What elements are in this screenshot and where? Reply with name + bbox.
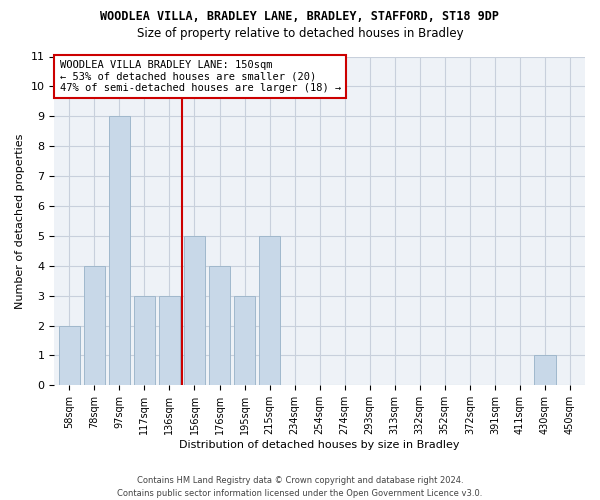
Bar	[184, 236, 205, 386]
Bar	[59, 326, 80, 386]
Bar	[209, 266, 230, 386]
Text: WOODLEA VILLA, BRADLEY LANE, BRADLEY, STAFFORD, ST18 9DP: WOODLEA VILLA, BRADLEY LANE, BRADLEY, ST…	[101, 10, 499, 23]
Bar	[109, 116, 130, 386]
Bar	[159, 296, 180, 386]
X-axis label: Distribution of detached houses by size in Bradley: Distribution of detached houses by size …	[179, 440, 460, 450]
Bar	[535, 356, 556, 386]
Text: Contains HM Land Registry data © Crown copyright and database right 2024.
Contai: Contains HM Land Registry data © Crown c…	[118, 476, 482, 498]
Bar	[259, 236, 280, 386]
Text: Size of property relative to detached houses in Bradley: Size of property relative to detached ho…	[137, 28, 463, 40]
Bar	[134, 296, 155, 386]
Bar	[83, 266, 105, 386]
Y-axis label: Number of detached properties: Number of detached properties	[15, 133, 25, 308]
Bar	[234, 296, 255, 386]
Text: WOODLEA VILLA BRADLEY LANE: 150sqm
← 53% of detached houses are smaller (20)
47%: WOODLEA VILLA BRADLEY LANE: 150sqm ← 53%…	[59, 60, 341, 93]
